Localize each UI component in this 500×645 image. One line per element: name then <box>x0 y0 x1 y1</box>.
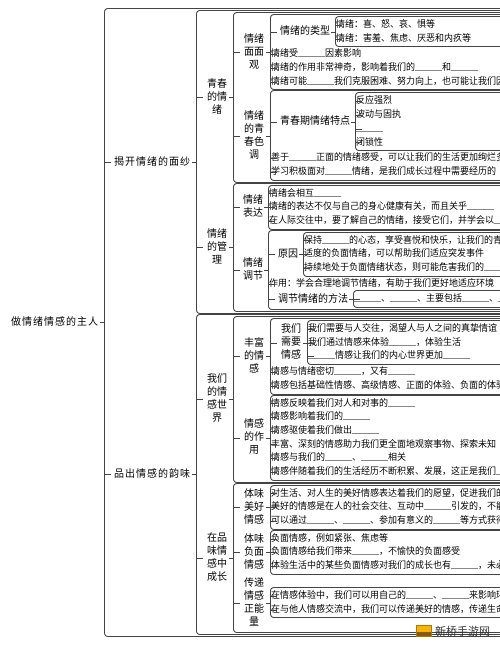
leaf-bdby: 情绪的表达不仅与自己的身心健康有关，而且关乎______ <box>269 200 500 214</box>
leaf-ts: 可以通过______、______、参加有意义的______等方式获得美好情感 <box>271 514 500 528</box>
leaf-shanyu: 善于______正面的情绪感受，可以让我们的生活更加绚烂多彩 <box>271 151 500 165</box>
leaf-blank: ______ <box>356 122 500 136</box>
node-youth-emotion: 青春的情绪 <box>203 76 231 119</box>
leaf-xq2: 我们通过情感来体验______，体验生活 <box>308 336 500 350</box>
node-express: 情绪表达 <box>240 192 266 222</box>
node-unveil: 揭开情绪的面纱 <box>111 154 194 171</box>
leaf-zuoyong: 情绪的作用非常神奇，影响着我们的______和______ <box>271 61 500 75</box>
leaf-xq1: 我们需要与人交往，渴望人与人之间的真挚情谊 <box>308 322 500 336</box>
watermark-icon <box>416 625 432 637</box>
leaf-fm1: 负面情感，例如紧张、焦虑等 <box>271 532 500 546</box>
node-reason: 原因 <box>275 246 301 263</box>
node-taste: 品出情感的韵味 <box>111 466 194 483</box>
node-need: 我们需要情感 <box>277 321 305 364</box>
leaf-yx: 情感影响着我们的______ <box>271 410 500 424</box>
leaf-hx: 情绪会相互______ <box>269 187 500 201</box>
node-rich: 丰富的情感 <box>240 335 268 378</box>
leaf-fs: 丰富、深刻的情感助力我们更全面地观察事物、探索未知 <box>271 438 500 452</box>
node-manage: 情绪的管理 <box>203 226 231 269</box>
leaf-sj: 美好的情感是在人的社会交往、互动中______引发的，不能强迫 <box>271 500 500 514</box>
leaf-fm3: 体验生活中的某些负面情感对我们的成长也有______，未必是坏事情 <box>271 559 500 573</box>
leaf-zy: 作用：学会合理地调节情绪，有助于我们更好地适应环境 <box>269 277 500 291</box>
node-types: 情绪的类型 <box>277 23 333 40</box>
leaf-gx: 情感与情绪密切______，又有______ <box>271 365 500 379</box>
leaf-bdgz: 波动与固执 <box>356 108 500 122</box>
node-neg: 体味负面情感 <box>240 531 268 574</box>
leaf-cx: 持续地处于负面情绪状态，则可能危害我们的______ <box>304 261 500 275</box>
leaf-sd: 适度的负面情绪，可以帮助我们适应突发事件 <box>304 247 500 261</box>
leaf-types1: 情绪：喜、怒、哀、惧等 <box>336 18 500 32</box>
root-label: 做情绪情感的主人 <box>8 314 102 331</box>
leaf-rjw: 在人际交往中，要了解自己的情绪，接受它们，并学会以______的方式表达出来 <box>269 214 500 228</box>
leaf-keneng: 情绪可能______我们克服困难、努力向上，也可能让我们因某个小小的挫折____… <box>271 75 500 89</box>
leaf-xuexi: 学习积极面对______情绪，是我们成长过程中需要经历的 <box>271 165 500 179</box>
leaf-sh: 对生活、对人生的美好情感表达着我们的愿望，促进我们的______ <box>271 487 500 501</box>
leaf-fy: 情感反映着我们对人和对事的______ <box>271 397 500 411</box>
leaf-types2: 情绪：害羞、焦虑、厌恶和内疚等 <box>336 32 500 46</box>
leaf-bsx: 闭锁性 <box>356 136 500 150</box>
leaf-bc: 保持______的心态，享受喜悦和快乐，让我们的青春生活更加美好 <box>304 234 500 248</box>
node-youth-traits: 青春期情绪特点 <box>277 113 353 130</box>
leaf-xq3: ______情感让我们的内心世界更加______ <box>308 349 500 363</box>
node-grow: 在品味情感中成长 <box>203 530 231 586</box>
leaf-fyql: 反应强烈 <box>356 94 500 108</box>
leaf-shou: 情绪受______因素影响 <box>271 47 500 61</box>
node-trans: 传递情感正能量 <box>240 575 268 631</box>
node-overview: 情绪面面观 <box>240 31 268 74</box>
node-world: 我们的情感世界 <box>203 371 231 427</box>
leaf-cd2: 在与他人情感交流中，我们可以传递美好的情感，传递生命的______ <box>271 603 500 617</box>
node-good: 体味美好情感 <box>240 486 268 529</box>
leaf-ff: ______、______、主要包括______、______等 <box>354 292 500 306</box>
leaf-bk: 情感包括基础性情感、高级情感、正面的体验、负面的体验等 <box>271 379 500 393</box>
leaf-cd1: 在情感体验中，我们可以用自己的______、______来影响环境 <box>271 589 500 603</box>
mindmap-root: 做情绪情感的主人 揭开情绪的面纱 青春的情绪 情绪面面观 <box>8 8 492 637</box>
node-adjust: 情绪调节 <box>240 255 266 285</box>
node-youth-color: 情绪的青春色调 <box>240 108 268 164</box>
watermark-text: 新桥手游网 <box>435 623 490 639</box>
leaf-xg: 情感与我们的______、______相关 <box>271 451 500 465</box>
node-methods: 调节情绪的方法 <box>275 291 351 308</box>
node-role: 情感的作用 <box>240 416 268 459</box>
leaf-bs: 情感伴随着我们的生活经历不断积累、发展，这正是我们______的体现 <box>271 465 500 479</box>
leaf-fm2: 负面情感给我们带来______，不愉快的负面感受 <box>271 545 500 559</box>
leaf-qs: 情感驱使着我们做出______ <box>271 424 500 438</box>
watermark: 新桥手游网 <box>416 623 490 639</box>
